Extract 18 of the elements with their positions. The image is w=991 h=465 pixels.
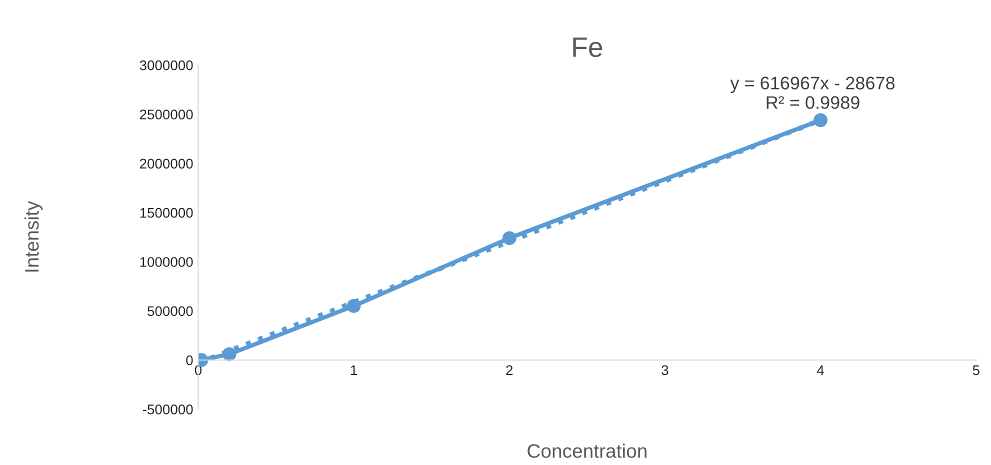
y-tick-label: 1000000	[140, 257, 193, 267]
chart-title: Fe	[573, 38, 602, 58]
y-axis-title: Intensity	[24, 200, 43, 272]
y-tick-label: 3000000	[140, 60, 193, 70]
x-tick-label: 3	[662, 365, 668, 376]
y-tick-label: -500000	[142, 404, 193, 414]
annotation: y = 616967x - 28678 R² = 0.9989	[730, 76, 895, 109]
x-axis-title: Concentration	[528, 444, 646, 458]
x-tick-label: 1	[350, 365, 357, 375]
y-tick-label: 0	[186, 355, 193, 366]
y-tick-label: 2500000	[140, 110, 193, 120]
point	[814, 113, 828, 128]
x-tick-label: 4	[817, 365, 824, 375]
y-tick-label: 500000	[148, 306, 193, 316]
x-tick-label: 5	[972, 365, 980, 376]
y-tick-label: 2000000	[140, 158, 193, 169]
y-tick-label: 1500000	[140, 208, 193, 218]
x-tick-label: 2	[506, 365, 513, 375]
